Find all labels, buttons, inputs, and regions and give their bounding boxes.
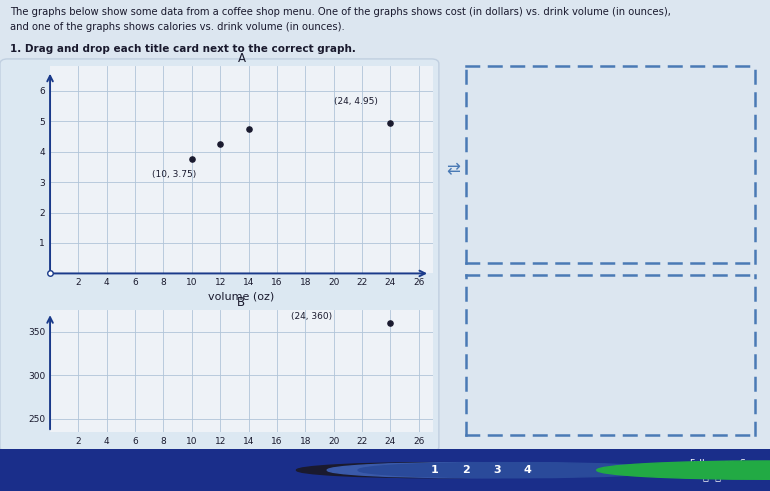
Point <box>214 140 226 148</box>
X-axis label: volume (oz): volume (oz) <box>209 292 275 301</box>
Point <box>384 319 397 327</box>
Text: 1. Drag and drop each title card next to the correct graph.: 1. Drag and drop each title card next to… <box>10 44 356 54</box>
Text: ⤢  ⤡: ⤢ ⤡ <box>703 471 721 481</box>
Circle shape <box>296 463 574 478</box>
Text: (10, 3.75): (10, 3.75) <box>152 170 196 180</box>
Text: and one of the graphs shows calories vs. drink volume (in ounces).: and one of the graphs shows calories vs.… <box>10 22 345 32</box>
Text: (24, 4.95): (24, 4.95) <box>333 97 377 107</box>
Title: A: A <box>237 52 246 65</box>
Text: Save: Save <box>740 460 762 468</box>
Text: 4: 4 <box>524 465 531 475</box>
Text: 3: 3 <box>493 465 500 475</box>
Circle shape <box>327 463 604 478</box>
Point <box>384 119 397 127</box>
Point <box>243 125 255 133</box>
Text: (24, 360): (24, 360) <box>291 312 332 321</box>
Title: B: B <box>237 296 246 308</box>
Text: The graphs below show some data from a coffee shop menu. One of the graphs shows: The graphs below show some data from a c… <box>10 7 671 17</box>
Circle shape <box>358 463 635 478</box>
Text: >: > <box>669 461 686 480</box>
Text: Fullscreen: Fullscreen <box>689 460 735 468</box>
Text: 1: 1 <box>431 465 439 475</box>
Point <box>186 155 198 163</box>
Text: 2: 2 <box>462 465 470 475</box>
Text: ⇄: ⇄ <box>446 161 460 178</box>
Circle shape <box>389 463 666 478</box>
Circle shape <box>597 461 770 479</box>
